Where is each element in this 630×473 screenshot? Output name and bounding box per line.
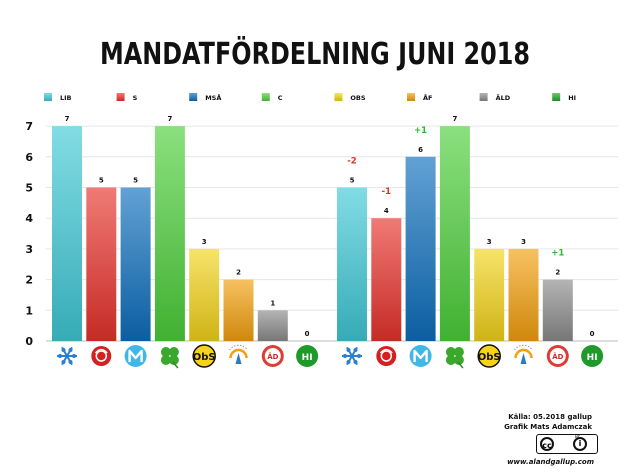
legend-label: OBS <box>350 94 365 102</box>
snowflake-icon <box>342 346 362 366</box>
y-tick-label: 3 <box>25 243 33 256</box>
y-tick-label: 6 <box>25 151 33 164</box>
legend: LIB S MSÅ C OBS ÅF ÄLD HI <box>44 93 576 102</box>
m-logo-icon <box>124 345 147 367</box>
value-label: 3 <box>521 238 526 246</box>
bar-obs <box>189 248 220 341</box>
legend-label: ÅF <box>423 93 432 102</box>
legend-swatch <box>261 93 270 101</box>
clover-icon <box>160 347 179 369</box>
m-logo-icon <box>409 345 432 367</box>
obs-logo-icon: ObS <box>192 344 216 368</box>
ald-logo-icon: ÄD <box>546 345 569 367</box>
y-tick-label: 5 <box>25 182 33 195</box>
value-label: 5 <box>350 177 355 185</box>
value-label: 2 <box>555 269 560 277</box>
legend-label: ÄLD <box>496 93 511 102</box>
website-link[interactable]: www.alandgallup.com <box>507 458 594 466</box>
legend-label: C <box>278 94 283 102</box>
clover-icon <box>445 347 464 369</box>
bar-s <box>86 187 117 341</box>
bar-åf <box>508 248 539 341</box>
y-tick-label: 1 <box>25 304 33 317</box>
bars: 7 5 5 7 3 2 1 0 5 -2 4 -1 6 +1 7 3 3 2 +1 0 <box>52 115 595 341</box>
value-label: 7 <box>452 115 457 123</box>
legend-swatch <box>44 93 52 101</box>
y-tick-label: 4 <box>25 212 33 225</box>
cc-icon: cc <box>540 437 554 451</box>
hi-logo-text: HI <box>302 353 313 363</box>
bar-lib <box>337 187 367 341</box>
value-label: 2 <box>236 269 241 277</box>
value-label: 0 <box>590 330 595 338</box>
value-label: 6 <box>418 146 423 154</box>
bar-obs <box>474 248 505 341</box>
ald-logo-text: ÄD <box>552 352 563 361</box>
source-line: Källa: 05.2018 gallup <box>508 413 592 421</box>
snowflake-icon <box>57 346 77 366</box>
source-credit: Källa: 05.2018 gallup Grafik Mats Adamcz… <box>452 412 592 432</box>
value-label: 0 <box>305 330 310 338</box>
party-icons: ObS ÄD HI ObS ÄD HI <box>57 344 604 369</box>
obs-logo-icon: ObS <box>477 344 501 368</box>
bar-c <box>439 126 470 341</box>
change-label: -2 <box>347 157 357 167</box>
legend-swatch <box>189 93 198 101</box>
y-tick-label: 2 <box>25 274 33 287</box>
af-logo-icon <box>512 344 535 367</box>
bar-s <box>371 218 402 341</box>
bar-lib <box>52 126 82 341</box>
value-label: 3 <box>487 238 492 246</box>
by-label: BY <box>575 434 580 439</box>
rose-icon <box>376 346 397 366</box>
change-label: +1 <box>551 249 564 259</box>
ald-logo-icon: ÄD <box>261 345 284 367</box>
legend-swatch <box>552 93 561 101</box>
legend-label: S <box>133 94 138 102</box>
hi-logo-icon: HI <box>296 345 319 367</box>
value-label: 7 <box>167 115 172 123</box>
bar-mså <box>405 156 436 341</box>
bar-äld <box>542 279 573 341</box>
change-label: +1 <box>414 126 427 136</box>
legend-swatch <box>334 93 343 101</box>
attribution-icon: i <box>573 437 587 451</box>
legend-swatch <box>479 93 488 101</box>
value-label: 3 <box>202 238 207 246</box>
y-tick-label: 0 <box>25 335 33 348</box>
bar-äld <box>257 310 288 341</box>
y-tick-label: 7 <box>25 120 33 133</box>
legend-swatch <box>407 93 415 101</box>
bar-c <box>154 126 185 341</box>
bar-åf <box>223 279 254 341</box>
legend-label: LIB <box>60 94 72 102</box>
chart-title: MANDATFÖRDELNING JUNI 2018 <box>100 35 530 72</box>
hi-logo-icon: HI <box>581 345 604 367</box>
value-label: 1 <box>270 299 275 307</box>
value-label: 5 <box>133 177 138 185</box>
legend-label: MSÅ <box>205 93 221 102</box>
bar-mså <box>120 187 151 341</box>
obs-logo-text: ObS <box>193 352 216 363</box>
value-label: 5 <box>99 177 104 185</box>
obs-logo-text: ObS <box>478 352 501 363</box>
value-label: 7 <box>65 115 70 123</box>
legend-swatch <box>116 93 125 101</box>
af-logo-icon <box>227 344 250 367</box>
hi-logo-text: HI <box>587 353 598 363</box>
cc-license-badge: cc i BY <box>536 434 598 454</box>
ald-logo-text: ÄD <box>267 352 278 361</box>
change-label: -1 <box>382 187 392 197</box>
legend-label: HI <box>568 94 576 102</box>
author-line: Grafik Mats Adamczak <box>504 423 592 431</box>
rose-icon <box>91 346 112 366</box>
value-label: 4 <box>384 207 389 215</box>
